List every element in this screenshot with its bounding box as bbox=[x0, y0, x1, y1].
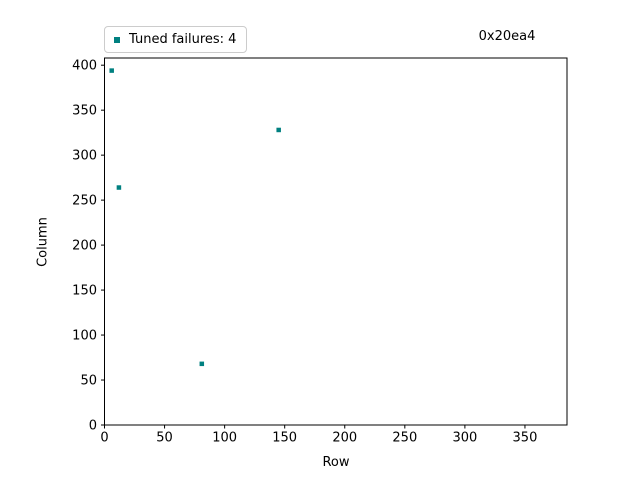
x-tick-label: 350 bbox=[513, 431, 538, 446]
y-tick-label: 300 bbox=[72, 149, 97, 164]
data-point bbox=[199, 361, 205, 367]
x-axis-label: Row bbox=[322, 455, 350, 470]
data-point bbox=[109, 68, 114, 73]
plot-title: 0x20ea4 bbox=[478, 29, 536, 44]
y-tick-label: 400 bbox=[72, 59, 97, 74]
legend-label: Tuned failures: 4 bbox=[129, 32, 237, 47]
x-tick-label: 250 bbox=[392, 431, 417, 446]
data-point bbox=[116, 185, 122, 190]
x-tick-label: 300 bbox=[452, 431, 477, 446]
plot-frame bbox=[104, 57, 568, 426]
y-tick-label: 0 bbox=[89, 419, 97, 434]
y-axis-label: Column bbox=[35, 217, 51, 267]
y-tick-label: 250 bbox=[72, 194, 97, 209]
legend-marker-icon bbox=[114, 36, 120, 43]
y-tick-label: 200 bbox=[72, 239, 97, 254]
x-tick-label: 50 bbox=[156, 431, 173, 446]
y-tick-label: 50 bbox=[80, 374, 97, 389]
x-tick-label: 100 bbox=[212, 431, 237, 446]
y-tick-label: 100 bbox=[72, 329, 97, 344]
x-tick-label: 200 bbox=[332, 431, 357, 446]
data-point bbox=[276, 127, 281, 133]
x-tick-label: 0 bbox=[100, 431, 108, 446]
legend: Tuned failures: 4 bbox=[104, 26, 248, 53]
y-tick-label: 150 bbox=[72, 284, 97, 299]
x-tick-label: 150 bbox=[272, 431, 297, 446]
y-tick-label: 350 bbox=[72, 104, 97, 119]
